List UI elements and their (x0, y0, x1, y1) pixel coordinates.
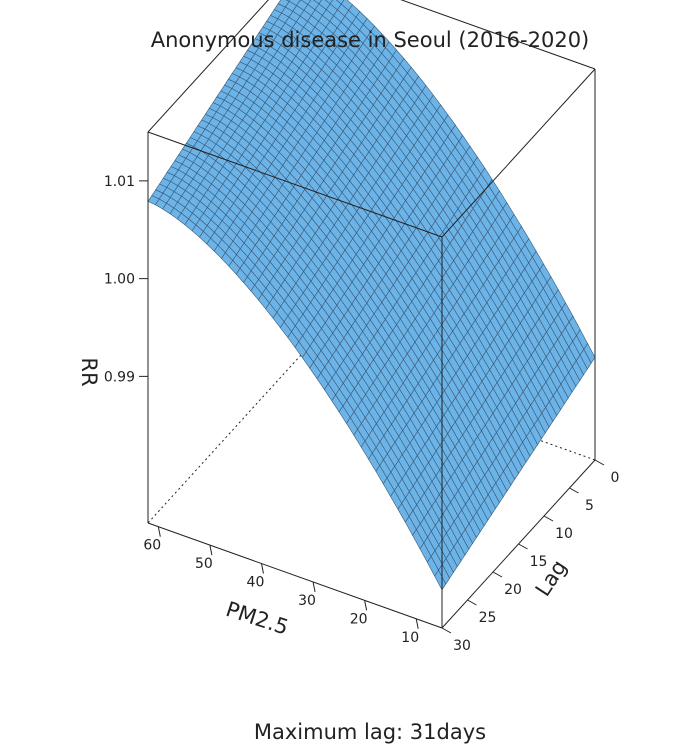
y-tick-label: 15 (530, 554, 548, 570)
x-axis-label: PM2.5 (223, 597, 291, 640)
y-tick-label: 0 (611, 470, 620, 486)
x-tick-mark (260, 563, 264, 574)
y-tick-mark (441, 627, 452, 634)
surface-mesh (147, 0, 596, 591)
y-tick-mark (569, 487, 579, 494)
box-edge (400, 0, 596, 70)
surface-facet (434, 569, 447, 591)
y-tick-mark (467, 599, 477, 606)
x-tick-mark (157, 526, 161, 537)
box-edge (147, 0, 269, 133)
y-tick-mark (543, 515, 554, 522)
y-tick-mark (492, 571, 503, 578)
y-tick-label: 30 (453, 638, 471, 654)
box-edge (147, 131, 443, 238)
x-tick-mark (209, 545, 213, 556)
x-tick-label: 40 (247, 575, 265, 591)
x-tick-mark (312, 581, 316, 593)
y-tick-label: 25 (479, 610, 497, 626)
y-tick-mark (518, 543, 528, 550)
z-axis-label: RR (77, 357, 101, 386)
x-tick-label: 20 (350, 611, 368, 627)
z-tick-label: 1.00 (104, 272, 135, 288)
y-tick-label: 10 (555, 526, 573, 542)
chart-subtitle: Maximum lag: 31days (253, 720, 487, 744)
x-tick-label: 60 (143, 538, 161, 554)
x-tick-mark (415, 618, 419, 629)
x-tick-mark (364, 600, 368, 611)
y-tick-label: 5 (585, 498, 594, 514)
y-tick-label: 20 (504, 582, 522, 598)
chart-title: Anonymous disease in Seoul (2016-2020) (150, 28, 590, 52)
z-tick-label: 1.01 (104, 174, 135, 190)
axis-ticks: 10 20 30 40 50 60 0 5 10 15 20 25 30 0.99 1.00 1.01 (104, 174, 620, 654)
y-tick-mark (594, 459, 605, 466)
x-tick-label: 50 (195, 556, 213, 572)
x-tick-label: 30 (298, 593, 316, 609)
box-edge (147, 522, 443, 629)
z-tick-label: 0.99 (104, 369, 135, 385)
hidden-box-edge (147, 354, 302, 524)
x-tick-label: 10 (401, 630, 419, 646)
box-edge (441, 68, 596, 238)
